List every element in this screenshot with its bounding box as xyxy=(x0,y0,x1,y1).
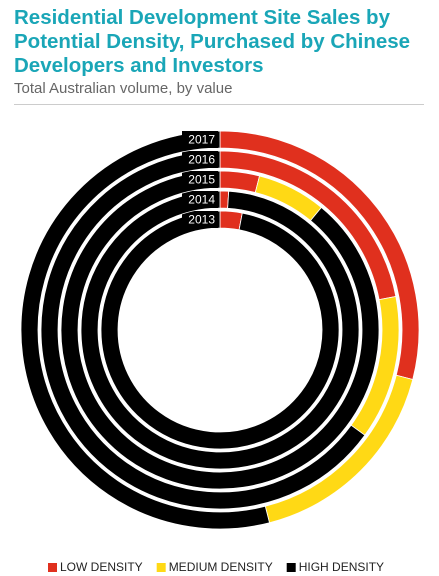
ring-segment xyxy=(219,170,261,193)
legend-label: LOW DENSITY xyxy=(60,560,143,574)
ring-segment xyxy=(100,210,340,450)
ring-label: 2016 xyxy=(188,153,215,167)
ring-segment xyxy=(20,130,270,530)
ring-label-bg xyxy=(182,171,218,188)
ring-label: 2015 xyxy=(188,173,215,187)
ring-label-bg xyxy=(182,151,218,168)
ring-label-bg xyxy=(182,131,218,148)
ring-segment xyxy=(80,190,360,470)
ring-label-bg xyxy=(182,211,218,228)
legend-swatch xyxy=(286,563,296,572)
chart-title: Residential Development Site Sales by Po… xyxy=(14,6,411,77)
legend-label: MEDIUM DENSITY xyxy=(169,560,273,574)
chart-subtitle: Total Australian volume, by value xyxy=(14,80,233,97)
ring-label: 2014 xyxy=(188,193,215,207)
divider xyxy=(14,104,424,105)
ring-segment xyxy=(219,210,243,231)
ring-segment xyxy=(219,190,230,209)
ring-label: 2013 xyxy=(188,213,215,227)
ring-label-bg xyxy=(182,191,218,208)
legend-swatch xyxy=(48,563,57,572)
legend-label: HIGH DENSITY xyxy=(299,560,384,574)
legend-swatch xyxy=(156,563,166,572)
ring-segment xyxy=(40,150,366,510)
ring-label: 2017 xyxy=(188,133,215,147)
